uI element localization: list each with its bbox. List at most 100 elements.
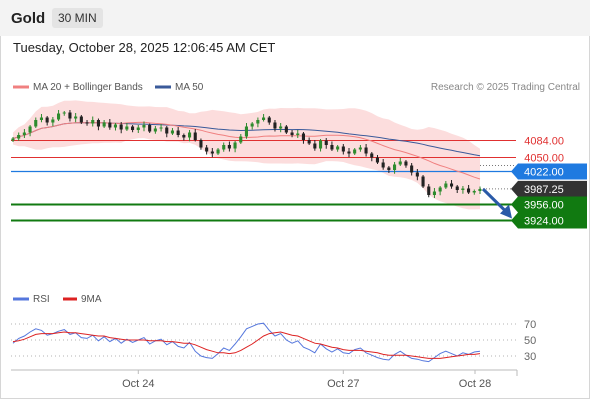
candle-body	[296, 133, 300, 135]
level-label-3924.00: 3924.00	[524, 216, 564, 228]
candle-body	[330, 145, 334, 150]
x-axis-labels: Oct 24 Oct 27 Oct 28	[122, 370, 491, 390]
candle-body	[176, 130, 180, 135]
candle-body	[387, 167, 391, 170]
candle-body	[68, 112, 72, 119]
level-label-4022.00: 4022.00	[524, 167, 564, 179]
candle-body	[273, 122, 277, 129]
candle-body	[11, 138, 15, 141]
level-labels-layer: 4084.00 4050.00 4022.00 3987.25 3956.00 3924.…	[511, 136, 587, 229]
level-label-4050.00: 4050.00	[524, 153, 564, 165]
candle-body	[136, 127, 140, 130]
candle-body	[85, 122, 89, 124]
candle-body	[210, 151, 214, 154]
forecast-arrow-shaft	[481, 187, 509, 214]
candle-body	[113, 124, 117, 128]
x-tick-label: Oct 24	[122, 378, 154, 390]
candle-body	[256, 120, 260, 124]
candle-body	[28, 126, 32, 133]
candles-layer	[11, 110, 482, 198]
candle-body	[381, 162, 385, 168]
ma20-legend-label: MA 20 + Bollinger Bands	[33, 82, 143, 93]
rsi-tick-label-70: 70	[524, 319, 536, 331]
candle-body	[415, 172, 419, 177]
candle-body	[153, 128, 157, 132]
candle-body	[74, 116, 78, 119]
candle-body	[51, 119, 55, 123]
candle-body	[34, 120, 38, 127]
rsi-tick-label-50: 50	[524, 335, 536, 347]
candle-body	[222, 145, 226, 150]
candle-body	[62, 112, 66, 114]
candle-body	[239, 136, 243, 143]
credit-label: Research © 2025 Trading Central	[431, 82, 580, 93]
candle-body	[393, 164, 397, 170]
candle-body	[45, 117, 49, 123]
candle-body	[57, 113, 61, 120]
candle-body	[22, 132, 26, 135]
candle-body	[324, 140, 328, 145]
level-tag-3987.25	[511, 180, 587, 197]
candle-body	[205, 147, 209, 152]
candle-body	[284, 126, 288, 133]
candle-body	[478, 189, 482, 191]
candle-body	[450, 183, 454, 187]
rsi-ma-line	[12, 331, 481, 359]
candle-body	[421, 176, 425, 187]
candle-body	[267, 117, 271, 123]
level-tag-3956.00	[511, 196, 587, 213]
level-label-3956.00: 3956.00	[524, 200, 564, 212]
candle-body	[370, 153, 374, 158]
datetime-label: Tuesday, October 28, 2025 12:06:45 AM CE…	[13, 40, 276, 55]
timeframe-badge[interactable]: 30 MIN	[52, 8, 103, 28]
candle-body	[91, 120, 95, 124]
candle-body	[250, 123, 254, 127]
rsi-ma-legend-label: 9MA	[81, 294, 102, 305]
candle-body	[165, 127, 169, 134]
candle-body	[301, 133, 305, 140]
candle-body	[131, 126, 135, 130]
candle-body	[188, 132, 192, 138]
candle-body	[341, 146, 345, 152]
candle-body	[262, 117, 266, 120]
candle-body	[148, 125, 152, 132]
candle-body	[233, 142, 237, 149]
x-tick-label: Oct 27	[327, 378, 359, 390]
candle-body	[182, 135, 186, 138]
candle-body	[79, 116, 83, 123]
candle-body	[290, 132, 294, 135]
candle-body	[467, 188, 471, 193]
level-label-4084.00: 4084.00	[524, 136, 564, 148]
levels-layer	[11, 140, 516, 222]
candle-body	[336, 146, 340, 150]
candle-body	[307, 140, 311, 144]
candle-body	[193, 132, 197, 140]
candle-body	[279, 126, 283, 129]
ma50-legend-label: MA 50	[175, 82, 204, 93]
bollinger-band-area	[13, 100, 480, 210]
level-tag-3924.00	[511, 212, 587, 229]
candle-body	[319, 140, 323, 149]
candle-body	[17, 135, 21, 139]
top-bar: Gold 30 MIN	[0, 0, 590, 36]
candle-body	[438, 187, 442, 192]
candle-body	[102, 122, 106, 127]
candle-body	[119, 124, 123, 130]
level-tag-4022.00	[511, 163, 587, 180]
candle-body	[375, 157, 379, 163]
forecast-arrow-head	[500, 204, 512, 219]
candle-body	[404, 161, 408, 166]
symbol-title: Gold	[11, 10, 46, 27]
level-label-3987.25: 3987.25	[524, 184, 564, 196]
candle-body	[472, 191, 476, 193]
candle-body	[199, 140, 203, 148]
candle-body	[410, 165, 414, 173]
forecast-arrow-layer	[481, 187, 512, 219]
rsi-tick-label-30: 30	[524, 351, 536, 363]
candle-body	[142, 125, 146, 128]
rsi-panel: 70 50 30	[11, 319, 536, 363]
candle-body	[170, 130, 174, 134]
candle-body	[455, 186, 459, 190]
x-tick-label: Oct 28	[459, 378, 491, 390]
rsi-line	[12, 322, 481, 363]
